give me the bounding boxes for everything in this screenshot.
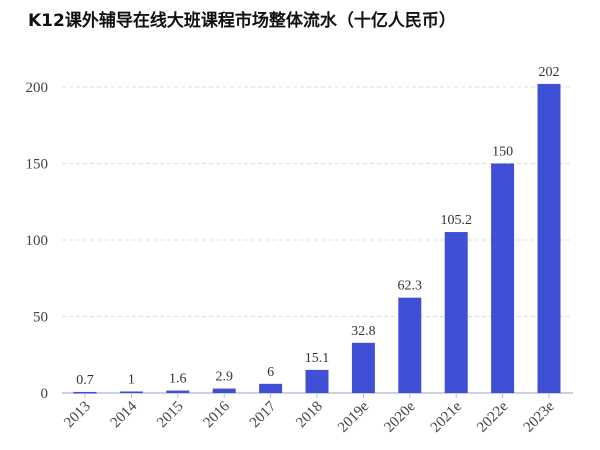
y-tick-label: 200 — [26, 80, 49, 96]
x-tick-label: 2013 — [61, 399, 94, 432]
bar — [305, 369, 329, 393]
bar — [119, 391, 143, 393]
x-tick-label: 2014 — [108, 398, 141, 431]
x-tick-label: 2022e — [474, 398, 511, 435]
data-label: 6 — [267, 365, 274, 380]
x-tick-label: 2017 — [247, 398, 280, 431]
bar — [537, 83, 561, 393]
chart-title: K12课外辅导在线大班课程市场整体流水（十亿人民币） — [28, 11, 456, 31]
bar — [73, 391, 97, 394]
data-label: 15.1 — [305, 351, 330, 366]
x-tick-label: 2018 — [293, 399, 326, 432]
data-label: 0.7 — [76, 373, 94, 388]
y-tick-label: 50 — [33, 310, 48, 326]
data-label: 2.9 — [215, 370, 233, 385]
bar — [491, 163, 515, 393]
x-tick-label: 2015 — [154, 399, 187, 432]
data-label: 1.6 — [169, 372, 187, 387]
y-tick-label: 0 — [41, 386, 49, 402]
data-label: 150 — [492, 145, 513, 160]
x-tick-label: 2016 — [201, 398, 234, 431]
x-tick-label: 2019e — [335, 398, 372, 435]
x-tick-label: 2023e — [521, 398, 558, 435]
x-tick-label: 2021e — [428, 398, 465, 435]
y-tick-label: 150 — [26, 157, 49, 173]
x-tick-label: 2020e — [381, 398, 418, 435]
y-tick-label: 100 — [26, 233, 49, 249]
data-label: 1 — [128, 372, 135, 387]
bar — [259, 383, 283, 393]
data-label: 202 — [539, 65, 560, 80]
data-label: 62.3 — [398, 279, 423, 294]
bar — [444, 232, 468, 393]
bar — [212, 388, 236, 393]
bar — [351, 342, 375, 393]
data-label: 105.2 — [440, 213, 472, 228]
bar — [398, 297, 422, 393]
bar — [166, 390, 190, 393]
data-label: 32.8 — [351, 324, 376, 339]
